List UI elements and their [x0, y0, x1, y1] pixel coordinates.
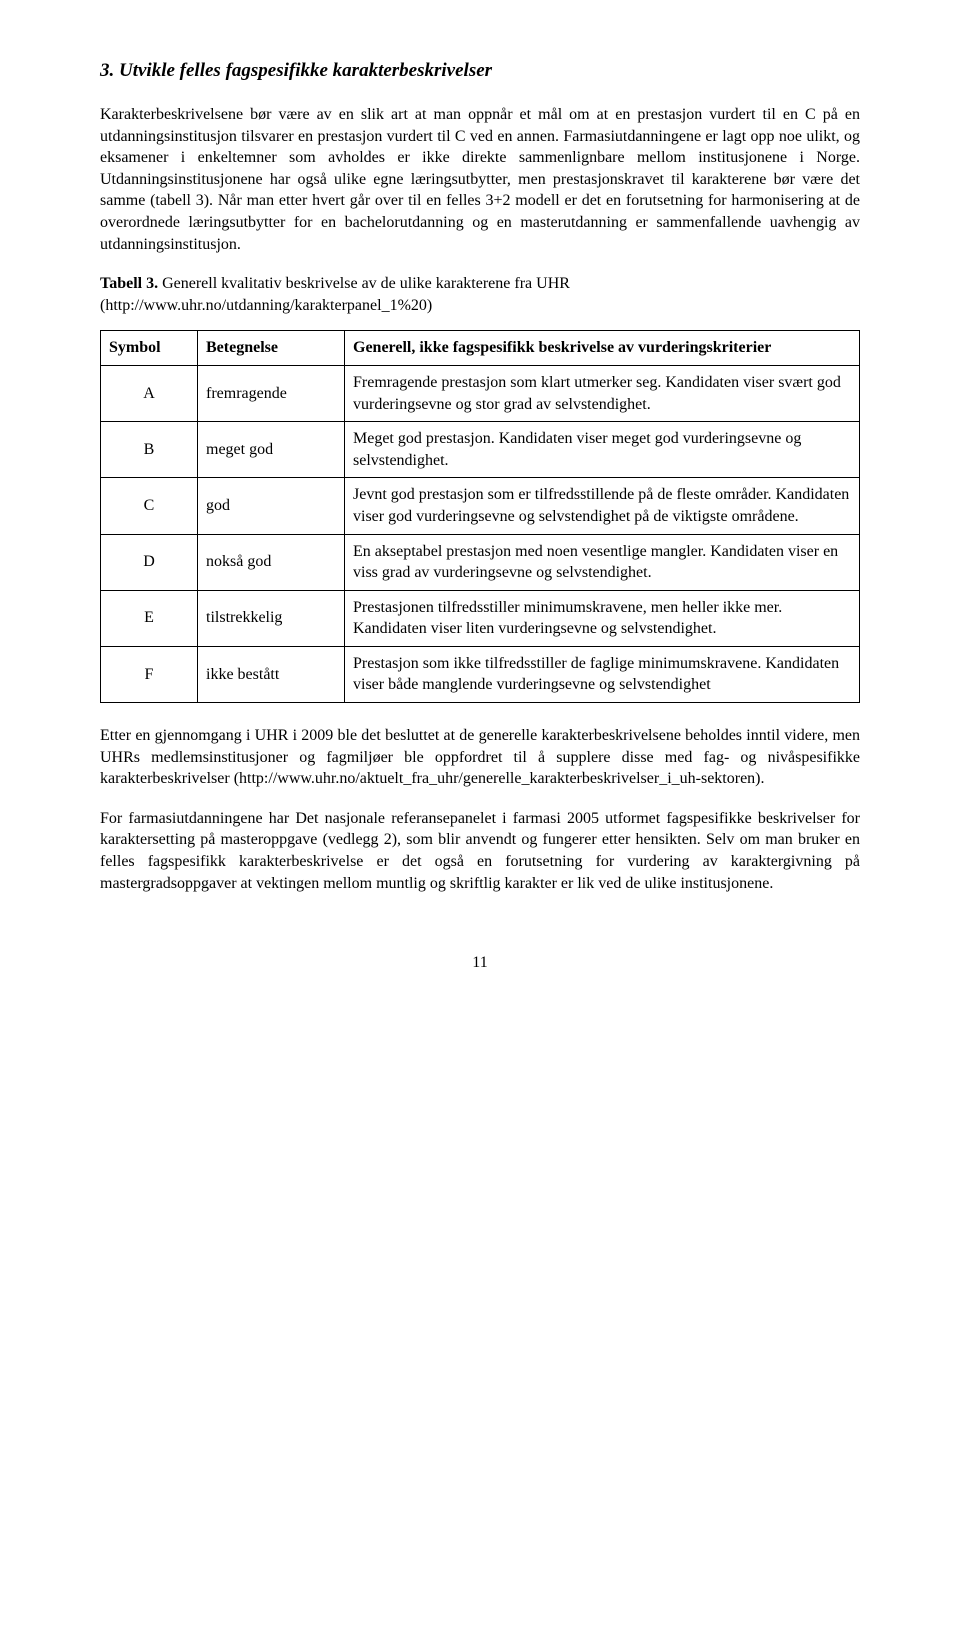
grade-table: Symbol Betegnelse Generell, ikke fagspes…	[100, 330, 860, 703]
grade-label: nokså god	[198, 534, 345, 590]
grade-symbol: D	[101, 534, 198, 590]
grade-label: meget god	[198, 422, 345, 478]
grade-symbol: A	[101, 365, 198, 421]
grade-desc: En akseptabel prestasjon med noen vesent…	[345, 534, 860, 590]
table-header-symbol: Symbol	[101, 331, 198, 366]
table-row: C god Jevnt god prestasjon som er tilfre…	[101, 478, 860, 534]
table-row: B meget god Meget god prestasjon. Kandid…	[101, 422, 860, 478]
grade-symbol: F	[101, 646, 198, 702]
grade-symbol: C	[101, 478, 198, 534]
table-header-row: Symbol Betegnelse Generell, ikke fagspes…	[101, 331, 860, 366]
table-row: D nokså god En akseptabel prestasjon med…	[101, 534, 860, 590]
grade-label: fremragende	[198, 365, 345, 421]
table-header-label: Betegnelse	[198, 331, 345, 366]
table-row: F ikke bestått Prestasjon som ikke tilfr…	[101, 646, 860, 702]
table-row: A fremragende Fremragende prestasjon som…	[101, 365, 860, 421]
grade-symbol: B	[101, 422, 198, 478]
grade-desc: Prestasjon som ikke tilfredsstiller de f…	[345, 646, 860, 702]
grade-label: ikke bestått	[198, 646, 345, 702]
table-caption: Tabell 3. Generell kvalitativ beskrivels…	[100, 273, 860, 316]
grade-desc: Jevnt god prestasjon som er tilfredsstil…	[345, 478, 860, 534]
grade-desc: Meget god prestasjon. Kandidaten viser m…	[345, 422, 860, 478]
grade-desc: Prestasjonen tilfredsstiller minimumskra…	[345, 590, 860, 646]
document-page: 3. Utvikle felles fagspesifikke karakter…	[0, 0, 960, 1032]
table-caption-label: Tabell 3.	[100, 275, 158, 292]
grade-label: tilstrekkelig	[198, 590, 345, 646]
table-row: E tilstrekkelig Prestasjonen tilfredssti…	[101, 590, 860, 646]
paragraph-after-table-2: For farmasiutdanningene har Det nasjonal…	[100, 808, 860, 894]
grade-desc: Fremragende prestasjon som klart utmerke…	[345, 365, 860, 421]
table-header-desc: Generell, ikke fagspesifikk beskrivelse …	[345, 331, 860, 366]
paragraph-after-table-1: Etter en gjennomgang i UHR i 2009 ble de…	[100, 725, 860, 790]
section-heading: 3. Utvikle felles fagspesifikke karakter…	[100, 60, 860, 82]
grade-label: god	[198, 478, 345, 534]
table-caption-text: Generell kvalitativ beskrivelse av de ul…	[100, 275, 570, 314]
page-number: 11	[100, 954, 860, 972]
grade-symbol: E	[101, 590, 198, 646]
paragraph-intro: Karakterbeskrivelsene bør være av en sli…	[100, 104, 860, 255]
